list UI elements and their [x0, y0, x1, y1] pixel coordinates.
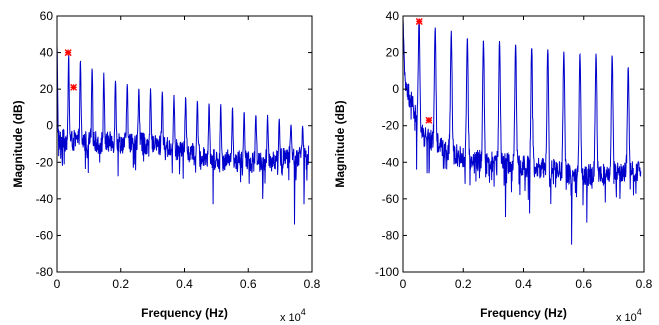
y-tick-label: -60 — [36, 228, 54, 242]
peak-marker — [70, 83, 78, 91]
y-tick-label: -40 — [382, 155, 400, 169]
y-tick-label: 20 — [40, 82, 54, 96]
y-tick-label: -80 — [36, 265, 54, 279]
peak-marker — [425, 116, 433, 124]
y-tick-label: 20 — [386, 46, 400, 60]
y-tick-label: 0 — [46, 119, 53, 133]
axes-box — [402, 15, 645, 273]
y-tick-label: -20 — [382, 119, 400, 133]
peak-marker — [64, 49, 72, 57]
x-tick-label: 0.4 — [176, 277, 193, 291]
spectrum-line — [57, 44, 310, 225]
x-axis-label: Frequency (Hz) — [480, 306, 567, 320]
y-tick-label: 40 — [40, 46, 54, 60]
chart-right: 0 0.2 0.4 0.6 0.8 40 20 0 -20 -40 -60 -80 -100 Freque… — [333, 9, 653, 324]
y-tick-label: -80 — [382, 228, 400, 242]
x-tick-label: 0.6 — [240, 277, 257, 291]
x-tick-label: 0.8 — [304, 277, 321, 291]
x-tick-label: 0.6 — [575, 277, 592, 291]
y-tick-label: -60 — [382, 192, 400, 206]
y-tick-label: -20 — [36, 155, 54, 169]
peak-marker — [415, 17, 423, 25]
x-axis-multiplier: x 104 — [280, 307, 306, 324]
y-tick-label: 60 — [40, 9, 54, 23]
x-tick-label: 0.8 — [636, 277, 653, 291]
x-tick-label: 0.2 — [455, 277, 472, 291]
x-tick-label: 0.4 — [515, 277, 532, 291]
y-tick-label: -100 — [375, 265, 399, 279]
y-tick-label: 40 — [386, 9, 400, 23]
x-tick-label: 0 — [400, 277, 407, 291]
x-axis-label: Frequency (Hz) — [141, 306, 228, 320]
x-tick-label: 0.2 — [112, 277, 129, 291]
y-axis-label: Magnitude (dB) — [333, 100, 347, 187]
x-axis-multiplier: x 104 — [616, 307, 642, 324]
x-tick-label: 0 — [54, 277, 61, 291]
y-tick-label: -40 — [36, 192, 54, 206]
y-axis-label: Magnitude (dB) — [11, 100, 25, 187]
chart-left: 0 0.2 0.4 0.6 0.8 60 40 20 0 -20 -40 -60 -80 Frequenc… — [11, 9, 321, 324]
y-tick-label: 0 — [392, 82, 399, 96]
spectrum-line — [403, 18, 642, 245]
